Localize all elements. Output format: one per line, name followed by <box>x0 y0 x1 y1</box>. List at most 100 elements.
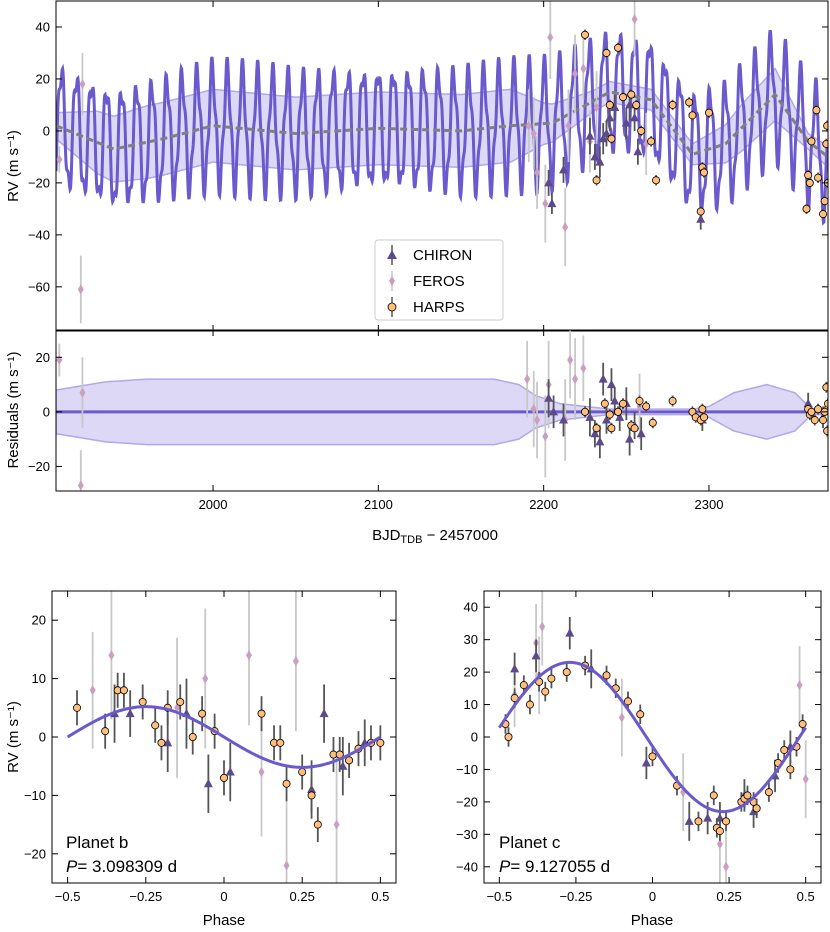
feros-point-1 <box>77 284 84 295</box>
harps-point-13 <box>685 98 694 107</box>
feros-point-5 <box>258 767 265 778</box>
phase-b-ytick-label: −20 <box>24 846 46 861</box>
harps-point-23 <box>743 791 752 800</box>
phase-c-period-symbol: P <box>499 857 511 876</box>
harps-point-25 <box>819 210 828 219</box>
harps-point-22 <box>814 405 823 414</box>
timeseries-ylabel: RV (m s⁻¹) <box>5 130 22 202</box>
phase-b-xtick-label: 0.5 <box>371 889 389 904</box>
harps-point-16 <box>694 817 703 826</box>
phase-b-period-symbol: P <box>66 857 78 876</box>
chiron-point-6 <box>598 374 608 383</box>
phase-c-period: P= 9.127055 d <box>499 857 610 876</box>
timeseries-ytick-label: −60 <box>28 279 50 294</box>
feros-point-5 <box>534 415 541 426</box>
harps-point-2 <box>602 48 611 57</box>
harps-point-17 <box>709 791 718 800</box>
chiron-point-4 <box>590 151 600 161</box>
harps-point-23 <box>819 416 828 425</box>
phase-c-ytick-label: 20 <box>464 665 478 680</box>
feros-point-6 <box>542 431 549 442</box>
harps-point-4 <box>607 134 616 143</box>
phase-b-planet-name: Planet b <box>66 833 128 852</box>
chiron-point-2 <box>163 737 173 747</box>
harps-point-25 <box>376 738 385 747</box>
chiron-point-7 <box>319 708 329 718</box>
chiron-point-3 <box>585 131 595 140</box>
feros-point-0 <box>108 650 115 661</box>
feros-point-5 <box>534 167 541 178</box>
harps-point-6 <box>541 687 550 696</box>
phase-c-xtick-label: 0 <box>649 889 656 904</box>
chiron-point-11 <box>625 99 635 109</box>
phase-b-ytick-label: 10 <box>32 671 46 686</box>
harps-point-0 <box>580 407 589 416</box>
phase-c-ytick-label: −30 <box>456 827 478 842</box>
harps-point-9 <box>635 396 644 405</box>
harps-point-11 <box>652 176 661 185</box>
phase-c-ytick-label: 10 <box>464 697 478 712</box>
harps-point-1 <box>592 424 601 433</box>
feros-point-13 <box>593 102 600 113</box>
harps-point-1 <box>504 733 513 742</box>
harps-point-25 <box>752 804 761 813</box>
residuals-xtick-label: 2000 <box>199 497 228 512</box>
phase-c-ytick-label: −20 <box>456 794 478 809</box>
harps-point-6 <box>619 93 628 102</box>
legend-feros-label: FEROS <box>413 273 465 290</box>
phase-c-xtick-label: 0.5 <box>797 889 815 904</box>
harps-point-0 <box>73 703 82 712</box>
harps-point-13 <box>257 709 266 718</box>
timeseries-ytick-label: −40 <box>28 227 50 242</box>
chiron-point-6 <box>598 133 608 143</box>
phase-b-ytick-label: 0 <box>39 730 46 745</box>
harps-point-4 <box>525 700 534 709</box>
harps-point-18 <box>307 791 316 800</box>
chiron-point-16 <box>803 398 813 408</box>
feros-point-4 <box>618 712 625 723</box>
feros-point-4 <box>530 128 537 139</box>
residuals-xtick-label: 2100 <box>364 497 393 512</box>
chiron-point-6 <box>703 813 713 822</box>
chiron-point-9 <box>610 395 620 405</box>
chiron-point-2 <box>559 415 569 424</box>
harps-point-12 <box>623 697 632 706</box>
chiron-point-13 <box>633 146 643 156</box>
gp-mean-line <box>56 90 828 159</box>
harps-point-17 <box>700 413 709 422</box>
feros-point-3 <box>246 650 253 661</box>
phase-c-xtick-label: −0.25 <box>559 889 592 904</box>
timeseries-plot-area <box>56 1 828 324</box>
residuals-xtick-label: 2300 <box>695 497 724 512</box>
residuals-ylabel: Residuals (m s⁻¹) <box>5 351 22 468</box>
harps-point-3 <box>605 100 614 109</box>
feros-point-9 <box>567 355 574 366</box>
harps-point-19 <box>313 820 322 829</box>
residuals-ytick-label: −20 <box>28 459 50 474</box>
harps-point-20 <box>722 817 731 826</box>
chiron-point-14 <box>696 214 706 223</box>
residuals-plot-area <box>56 330 828 491</box>
residuals-ticks: 20 0 −20 2000 2100 2200 2300 <box>28 330 828 512</box>
harps-point-16 <box>698 405 707 414</box>
timeseries-ytick-label: 0 <box>43 123 50 138</box>
legend-harps-marker <box>387 302 397 312</box>
phase-b-xtick-label: 0 <box>220 889 227 904</box>
residuals-xtick-label: 2200 <box>529 497 558 512</box>
chiron-point-10 <box>615 412 625 421</box>
chiron-point-4 <box>590 428 600 438</box>
feros-point-11 <box>580 63 587 74</box>
chiron-point-5 <box>595 157 605 166</box>
timeseries-frame <box>55 0 829 332</box>
chiron-point-0 <box>544 177 554 187</box>
feros-point-6 <box>716 839 723 850</box>
harps-point-19 <box>802 204 811 213</box>
phase-b-ylabel: RV (m s⁻¹) <box>5 701 22 773</box>
residuals-frame <box>55 329 829 492</box>
chiron-point-7 <box>601 415 611 424</box>
phase-c-ytick-label: −40 <box>456 859 478 874</box>
phase-c-period-value: = 9.127055 d <box>510 857 610 876</box>
chiron-point-12 <box>625 434 635 443</box>
feros-point-4 <box>530 404 537 415</box>
harps-point-25 <box>822 383 828 392</box>
